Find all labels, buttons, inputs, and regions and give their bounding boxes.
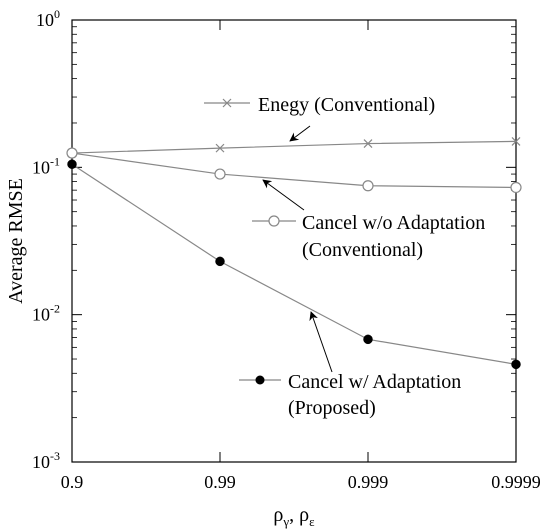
y-tick-label: 100 (36, 7, 60, 30)
series-label-line-2: (Conventional) (302, 239, 423, 261)
y-tick-label-exponent: -2 (50, 302, 60, 316)
series-line-1 (71, 140, 517, 154)
data-point-x-marker (215, 143, 225, 153)
legend-marker-filled-circle (255, 375, 265, 385)
data-point-open-circle (362, 180, 374, 192)
y-tick-label-exponent: -1 (50, 154, 60, 168)
y-tick-label-exponent: -3 (50, 449, 60, 463)
data-point-filled-circle (363, 334, 373, 345)
series-label-line-2: (Proposed) (288, 397, 376, 419)
x-axis-label-sub2: ε (309, 514, 315, 529)
series-label-line-1: Cancel w/o Adaptation (302, 212, 485, 234)
y-tick-label-base: 10 (32, 305, 50, 325)
y-tick-label: 10-1 (32, 154, 60, 177)
x-tick-label: 0.9 (61, 472, 84, 492)
x-tick-label: 0.9999 (491, 472, 541, 492)
marker-stroke (511, 136, 521, 146)
data-point-filled-circle (511, 359, 521, 370)
y-tick-label-base: 10 (32, 157, 50, 177)
data-point-filled-circle (67, 159, 77, 169)
y-tick-label: 10-2 (32, 302, 60, 325)
annotation-arrow (262, 179, 305, 211)
data-point-x-marker (363, 139, 373, 148)
x-axis-label-sub1: γ (282, 514, 289, 529)
series-line-3 (71, 163, 517, 365)
x-axis-label-sep: , ρ (289, 504, 309, 526)
data-point-x-marker (511, 136, 521, 146)
series-label-line-1: Enegy (Conventional) (258, 94, 435, 116)
x-axis-label-main: ρ (273, 504, 283, 526)
y-tick-label-exponent: 0 (54, 7, 60, 21)
series-layer (66, 136, 522, 370)
annotation-layer: Enegy (Conventional) Cancel w/o Adaptatio… (204, 94, 485, 419)
y-tick-label-base: 10 (32, 452, 50, 472)
annotation-arrow (309, 311, 333, 373)
marker-stroke (215, 143, 225, 153)
series-label-line-1: Cancel w/ Adaptation (288, 371, 461, 393)
y-tick-label-base: 10 (36, 10, 54, 30)
marker-stroke (363, 139, 373, 148)
legend-marker-x (222, 98, 232, 108)
data-point-open-circle (66, 147, 78, 159)
x-tick-label: 0.999 (348, 472, 389, 492)
y-axis-label: Average RMSE (5, 178, 27, 304)
annotation-arrow (289, 125, 311, 142)
y-tick-label: 10-3 (32, 449, 60, 472)
data-point-filled-circle (215, 256, 225, 267)
plot-area (71, 19, 517, 463)
legend-marker-open-circle (268, 215, 280, 227)
series-line-2 (71, 152, 517, 189)
x-tick-label: 0.99 (204, 472, 236, 492)
data-point-open-circle (510, 181, 522, 194)
data-point-open-circle (214, 168, 226, 180)
x-axis-label: ργ, ρε (273, 504, 315, 529)
tick-layer (71, 19, 517, 463)
